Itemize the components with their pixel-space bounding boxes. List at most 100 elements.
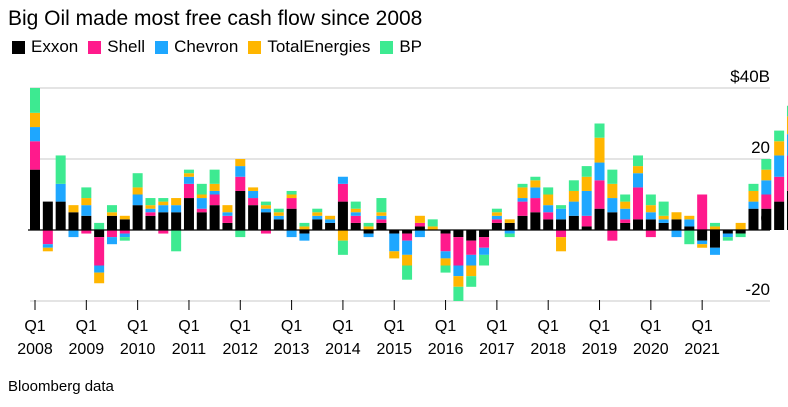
bar-totalenergies-14 xyxy=(209,183,220,191)
bar-totalenergies-33 xyxy=(453,276,464,287)
x-tick-year-5: 2013 xyxy=(274,341,310,358)
bar-chevron-19 xyxy=(273,215,284,220)
bar-chevron-16 xyxy=(235,166,246,177)
bar-totalenergies-32 xyxy=(440,258,451,266)
bar-bp-34 xyxy=(466,276,477,287)
bar-bp-25 xyxy=(350,201,361,209)
legend-label-exxon: Exxon xyxy=(31,37,79,56)
y-tick-label-0: $40B xyxy=(730,67,770,86)
bar-shell-20 xyxy=(286,198,297,209)
bar-totalenergies-31 xyxy=(427,226,438,230)
bar-totalenergies-6 xyxy=(106,212,117,216)
bar-shell-39 xyxy=(530,198,541,213)
legend-swatch-totalenergies xyxy=(248,40,262,54)
bar-bp-9 xyxy=(145,198,156,206)
bar-exxon-29 xyxy=(402,230,413,234)
bar-shell-6 xyxy=(106,230,117,238)
x-tick-quarter-2: Q1 xyxy=(127,318,148,335)
legend-item-bp: BP xyxy=(380,37,422,57)
bar-totalenergies-22 xyxy=(312,212,323,216)
bar-bp-21 xyxy=(299,222,310,227)
bar-chevron-14 xyxy=(209,190,220,195)
bar-totalenergies-53 xyxy=(709,226,720,230)
legend-label-bp: BP xyxy=(399,37,423,56)
bar-shell-27 xyxy=(376,219,387,223)
bar-totalenergies-29 xyxy=(402,254,413,266)
bar-totalenergies-21 xyxy=(299,226,310,230)
bar-exxon-43 xyxy=(581,226,592,230)
x-tick-year-4: 2012 xyxy=(222,341,258,358)
bar-totalenergies-39 xyxy=(530,180,541,188)
bar-bp-13 xyxy=(196,183,207,195)
bar-bp-10 xyxy=(158,198,169,202)
bar-bp-6 xyxy=(106,205,117,213)
bar-exxon-45 xyxy=(607,212,618,230)
bar-bp-31 xyxy=(427,219,438,227)
bar-shell-13 xyxy=(196,208,207,213)
bar-chevron-56 xyxy=(748,201,759,209)
bar-totalenergies-38 xyxy=(517,187,528,199)
bar-totalenergies-36 xyxy=(491,212,502,216)
bar-chevron-24 xyxy=(337,176,348,184)
bar-shell-29 xyxy=(402,233,413,241)
bar-exxon-26 xyxy=(363,230,374,234)
bar-shell-46 xyxy=(620,219,631,223)
bar-exxon-38 xyxy=(517,215,528,230)
bar-totalenergies-17 xyxy=(248,187,259,191)
bar-chevron-15 xyxy=(222,212,233,216)
bar-exxon-58 xyxy=(774,201,785,230)
bar-chevron-23 xyxy=(325,219,336,223)
bar-exxon-5 xyxy=(94,230,105,238)
bar-exxon-22 xyxy=(312,219,323,230)
y-tick-label-3: -20 xyxy=(745,280,770,299)
bar-exxon-13 xyxy=(196,212,207,230)
bar-chevron-46 xyxy=(620,208,631,220)
bar-exxon-33 xyxy=(453,230,464,238)
bar-chevron-40 xyxy=(543,205,554,213)
bar-bp-39 xyxy=(530,176,541,181)
bar-exxon-40 xyxy=(543,219,554,230)
bar-chevron-12 xyxy=(183,176,194,184)
bar-exxon-34 xyxy=(466,230,477,241)
bar-exxon-35 xyxy=(479,230,490,238)
bar-exxon-3 xyxy=(68,212,79,230)
bar-exxon-18 xyxy=(260,212,271,230)
x-tick-year-8: 2016 xyxy=(428,341,464,358)
bar-chevron-42 xyxy=(568,201,579,216)
x-tick-year-9: 2017 xyxy=(479,341,515,358)
bar-chevron-48 xyxy=(645,212,656,220)
bar-exxon-6 xyxy=(106,215,117,230)
bar-totalenergies-52 xyxy=(697,244,708,248)
bar-exxon-14 xyxy=(209,205,220,230)
bar-bp-27 xyxy=(376,198,387,213)
bar-exxon-42 xyxy=(568,215,579,230)
bar-totalenergies-23 xyxy=(325,215,336,220)
x-tick-year-1: 2009 xyxy=(69,341,105,358)
bar-exxon-47 xyxy=(633,219,644,230)
x-tick-quarter-3: Q1 xyxy=(178,318,199,335)
bar-chevron-18 xyxy=(260,208,271,213)
bar-totalenergies-25 xyxy=(350,208,361,213)
bar-bp-56 xyxy=(748,183,759,191)
bar-shell-0 xyxy=(30,141,40,170)
bar-totalenergies-15 xyxy=(222,205,233,213)
bar-chevron-21 xyxy=(299,233,310,241)
x-tick-quarter-10: Q1 xyxy=(538,318,559,335)
x-tick-year-10: 2018 xyxy=(530,341,566,358)
x-tick-year-13: 2021 xyxy=(684,341,720,358)
bar-totalenergies-59 xyxy=(786,116,788,135)
bar-totalenergies-37 xyxy=(504,219,515,223)
chart-title: Big Oil made most free cash flow since 2… xyxy=(8,7,423,30)
bar-chevron-58 xyxy=(774,155,785,177)
x-tick-quarter-4: Q1 xyxy=(230,318,251,335)
bar-exxon-19 xyxy=(273,219,284,230)
bar-shell-45 xyxy=(607,230,618,241)
bar-exxon-50 xyxy=(671,219,682,230)
x-tick-year-12: 2020 xyxy=(633,341,669,358)
bar-shell-25 xyxy=(350,215,361,223)
bar-bp-41 xyxy=(556,205,567,209)
bar-exxon-39 xyxy=(530,212,541,230)
bar-chevron-8 xyxy=(132,194,143,206)
bar-chevron-26 xyxy=(363,233,374,238)
bar-totalenergies-3 xyxy=(68,205,79,213)
